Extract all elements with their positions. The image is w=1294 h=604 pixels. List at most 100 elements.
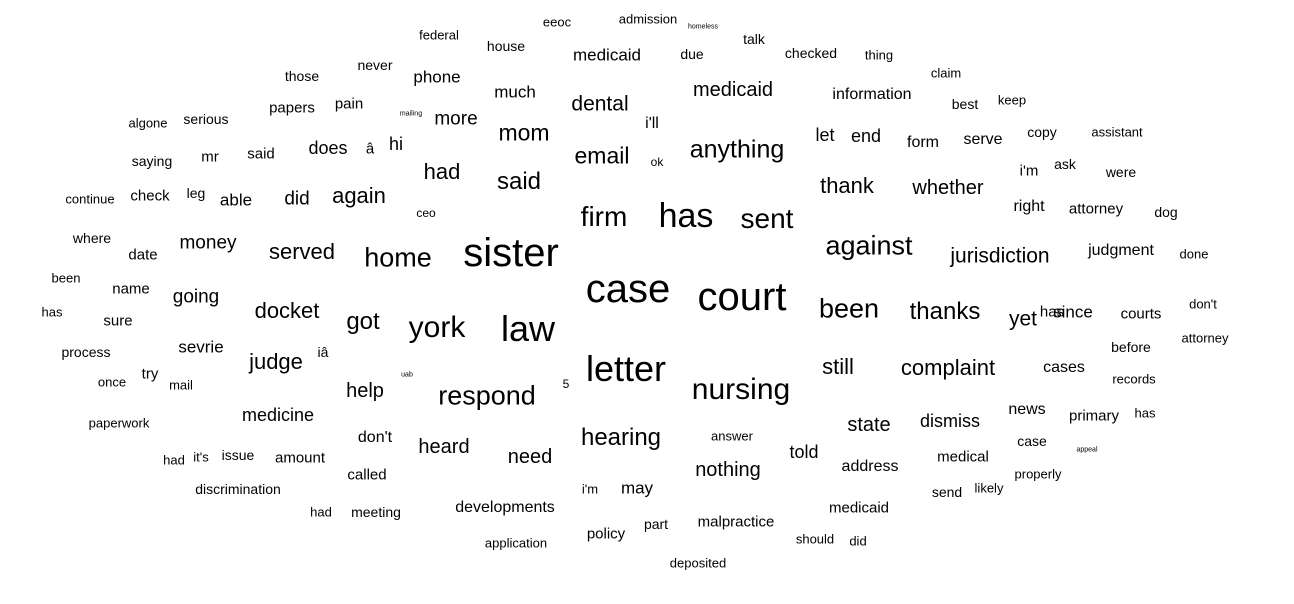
cloud-word: dental	[571, 92, 629, 116]
cloud-word: deposited	[669, 555, 727, 571]
cloud-word: part	[643, 516, 669, 532]
cloud-word: right	[1013, 198, 1045, 215]
cloud-word: where	[72, 230, 112, 246]
cloud-word: more	[434, 108, 478, 130]
cloud-word: had	[163, 452, 185, 468]
cloud-word: appeal	[1076, 446, 1098, 454]
cloud-word: claim	[930, 65, 962, 81]
cloud-word: case	[1017, 433, 1047, 449]
cloud-word: 5	[562, 377, 570, 391]
cloud-word: serious	[183, 111, 229, 127]
cloud-word: much	[494, 82, 536, 102]
cloud-word: court	[697, 275, 787, 319]
cloud-word: check	[130, 187, 170, 205]
cloud-word: served	[268, 239, 336, 264]
cloud-word: has	[41, 304, 63, 320]
cloud-word: ceo	[416, 206, 436, 220]
cloud-word: algone	[128, 115, 168, 131]
cloud-word: meeting	[351, 504, 401, 520]
cloud-word: since	[1053, 302, 1093, 322]
cloud-word: did	[284, 188, 310, 210]
cloud-word: copy	[1027, 124, 1057, 140]
cloud-word: talk	[743, 31, 765, 47]
cloud-word: records	[1112, 371, 1156, 387]
cloud-word: keep	[997, 92, 1027, 108]
cloud-word: due	[680, 46, 704, 62]
cloud-word: i'll	[645, 115, 659, 132]
cloud-word: end	[850, 126, 882, 146]
cloud-word: still	[822, 354, 854, 379]
cloud-word: has	[658, 197, 714, 235]
cloud-word: said	[496, 168, 542, 195]
cloud-word: need	[507, 446, 553, 468]
cloud-word: uab	[401, 371, 413, 379]
cloud-word: thank	[820, 173, 874, 198]
cloud-word: called	[347, 466, 387, 484]
cloud-word: discrimination	[195, 481, 281, 497]
cloud-word: medicaid	[692, 79, 774, 101]
cloud-word: best	[951, 96, 979, 112]
cloud-word: sure	[103, 312, 133, 330]
cloud-word: against	[825, 230, 913, 261]
cloud-word: eeoc	[542, 14, 572, 30]
cloud-word: i'm	[1019, 162, 1039, 180]
cloud-word: ask	[1054, 156, 1076, 172]
cloud-word: been	[51, 270, 81, 286]
cloud-word: medical	[937, 448, 989, 466]
cloud-word: dog	[1154, 204, 1178, 220]
cloud-word: able	[219, 190, 253, 210]
cloud-word: it's	[193, 449, 209, 465]
cloud-word: has	[1134, 405, 1156, 421]
cloud-word: mom	[498, 119, 550, 146]
cloud-word: name	[112, 280, 150, 298]
cloud-word: don't	[357, 429, 393, 446]
cloud-word: let	[815, 125, 835, 145]
cloud-word: hearing	[580, 424, 662, 451]
cloud-word: again	[332, 183, 386, 208]
cloud-word: docket	[254, 298, 320, 323]
cloud-word: york	[408, 311, 466, 344]
cloud-word: phone	[413, 67, 461, 87]
cloud-word: properly	[1014, 466, 1062, 482]
cloud-word: did	[849, 533, 867, 549]
cloud-word: state	[847, 414, 891, 436]
cloud-word: mail	[169, 377, 193, 393]
cloud-word: letter	[585, 348, 667, 389]
cloud-word: developments	[455, 499, 555, 516]
cloud-word: jurisdiction	[950, 244, 1050, 268]
cloud-word: malpractice	[697, 513, 775, 531]
cloud-word: heard	[418, 436, 470, 458]
cloud-word: has	[1039, 303, 1065, 321]
cloud-word: before	[1111, 339, 1151, 355]
cloud-word: continue	[65, 191, 115, 207]
cloud-word: should	[795, 531, 835, 547]
cloud-word: were	[1105, 164, 1137, 180]
cloud-word: does	[308, 138, 348, 158]
cloud-word: form	[907, 134, 939, 151]
cloud-word: don't	[1189, 296, 1217, 312]
cloud-word: home	[364, 242, 432, 273]
cloud-word: amount	[274, 449, 326, 467]
cloud-word: once	[97, 374, 127, 390]
cloud-word: thing	[864, 47, 894, 63]
cloud-word: told	[789, 442, 819, 462]
cloud-word: i'm	[581, 481, 599, 497]
cloud-word: respond	[438, 380, 536, 411]
cloud-word: email	[574, 142, 630, 169]
cloud-word: sister	[463, 231, 559, 275]
cloud-word: whether	[912, 177, 984, 199]
cloud-word: medicaid	[828, 499, 890, 517]
cloud-word: judge	[249, 349, 303, 374]
cloud-word: issue	[221, 447, 255, 463]
cloud-word: checked	[784, 45, 838, 61]
cloud-word: information	[832, 86, 912, 103]
cloud-word: said	[247, 145, 275, 163]
cloud-word: law	[500, 308, 556, 349]
cloud-word: leg	[186, 185, 206, 201]
cloud-word: case	[585, 267, 671, 311]
cloud-word: firm	[580, 201, 628, 232]
cloud-word: process	[61, 344, 111, 360]
cloud-word: courts	[1120, 305, 1162, 323]
cloud-word: pain	[334, 95, 364, 113]
